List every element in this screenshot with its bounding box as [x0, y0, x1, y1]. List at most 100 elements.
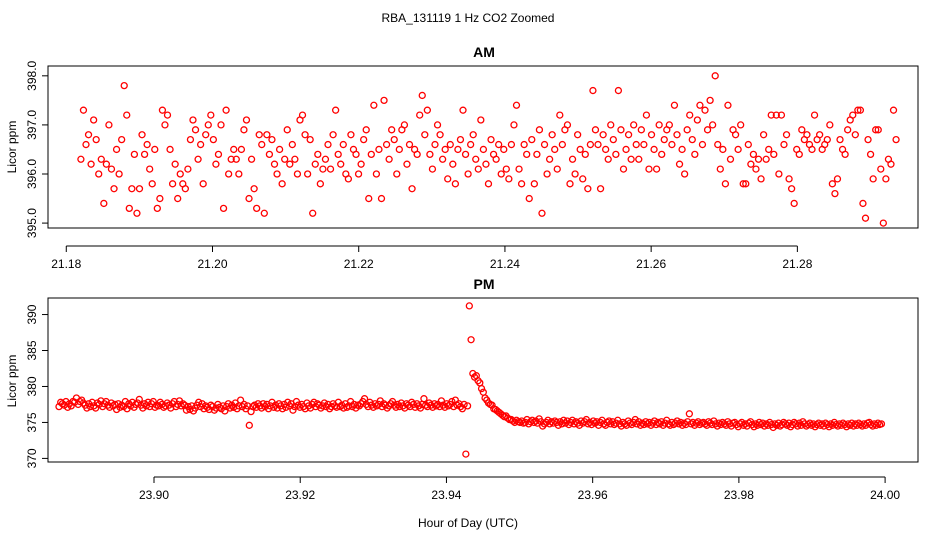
am-data-point [339, 140, 347, 149]
am-data-point [528, 135, 536, 144]
am-data-point [153, 204, 161, 213]
am-data-point [716, 165, 724, 173]
am-data-point [377, 194, 386, 203]
am-panel: AM Licor ppm 21.18 21.20 21.22 21.24 21.26 21… [5, 44, 919, 271]
am-data-point [82, 140, 90, 149]
am-data-point [286, 160, 294, 168]
pm-y-axis: 370 375 380 385 390 [25, 304, 48, 468]
am-data-point [461, 150, 470, 159]
am-data-point [851, 131, 859, 139]
am-data-point [530, 180, 538, 188]
pm-data-point [284, 398, 292, 406]
pm-data-point [488, 401, 496, 409]
am-x-tick-label: 21.20 [197, 257, 227, 271]
am-data-point [227, 155, 235, 163]
pm-data-point [757, 420, 765, 429]
am-data-point [731, 131, 740, 139]
am-data-point [110, 185, 118, 193]
am-data-point [652, 165, 661, 173]
am-data-point [765, 145, 773, 154]
am-data-point [189, 116, 197, 124]
am-data-point [520, 140, 528, 149]
am-x-tick-label: 21.24 [490, 257, 520, 271]
am-data-point [586, 140, 595, 149]
am-data-point [877, 165, 885, 173]
pm-plot-area [47, 297, 919, 463]
am-data-point [459, 106, 467, 114]
am-data-point [431, 140, 439, 149]
am-data-point [413, 150, 421, 159]
am-data-point [454, 145, 462, 154]
pm-data-point [463, 402, 472, 410]
am-data-point [642, 111, 651, 119]
pm-data-points [55, 302, 886, 458]
am-data-point [354, 170, 363, 178]
pm-data-point [212, 404, 220, 412]
am-data-point [517, 180, 526, 188]
pm-data-point [320, 399, 329, 407]
am-data-point [95, 170, 103, 178]
am-data-point [701, 106, 709, 114]
am-data-point [566, 180, 574, 188]
am-data-point [438, 155, 447, 163]
am-data-point [892, 135, 900, 144]
am-data-point [380, 96, 388, 105]
pm-data-point [856, 420, 865, 429]
pm-data-point [680, 419, 688, 427]
pm-x-tick-label: 24.00 [870, 488, 900, 502]
am-data-point [433, 121, 442, 129]
am-data-point [319, 165, 327, 173]
am-data-point [352, 150, 360, 159]
am-data-point [545, 155, 554, 163]
am-data-point [311, 160, 319, 168]
pm-data-point [257, 404, 266, 412]
am-data-point [158, 106, 167, 114]
pm-panel-title: PM [474, 276, 495, 292]
am-data-point [635, 155, 643, 163]
am-data-point [816, 131, 824, 139]
pm-x-axis: 23.90 23.92 23.94 23.96 23.98 24.00 [139, 476, 900, 502]
am-data-point [889, 106, 898, 114]
pm-panel: PM Licor ppm 23.90 23.92 23.94 23.96 23.98 24… [5, 276, 919, 502]
am-data-point [668, 140, 676, 149]
pm-data-point [88, 398, 96, 406]
am-data-point [123, 111, 131, 119]
am-data-point [706, 96, 714, 105]
am-data-point [568, 155, 577, 163]
pm-data-point [736, 420, 744, 428]
pm-data-point [638, 419, 646, 427]
chart-title: RBA_131119 1 Hz CO2 Zoomed [382, 11, 555, 25]
pm-data-point [509, 417, 517, 425]
am-data-point [502, 165, 510, 173]
am-data-point [291, 155, 299, 163]
am-data-point [596, 185, 605, 193]
am-data-point [752, 165, 760, 173]
am-data-point [385, 155, 393, 163]
am-data-point [747, 160, 755, 168]
pm-y-axis-title: Licor ppm [5, 355, 19, 408]
am-data-point [703, 126, 712, 134]
am-data-point [775, 170, 783, 178]
am-data-point [163, 111, 172, 119]
pm-data-point [289, 406, 297, 414]
am-data-point [767, 111, 775, 119]
am-data-point [762, 155, 770, 163]
am-data-point [446, 140, 454, 149]
am-data-point [92, 135, 100, 144]
am-data-point [324, 140, 332, 149]
am-data-point [89, 116, 98, 124]
pm-data-point [243, 402, 252, 410]
pm-data-point [477, 384, 486, 393]
am-data-point [772, 111, 780, 119]
am-data-point [344, 175, 353, 183]
am-data-point [102, 160, 111, 168]
am-data-point [512, 101, 521, 109]
am-data-point [166, 145, 174, 154]
am-data-point [456, 135, 465, 144]
am-y-tick-label: 398.0 [25, 60, 39, 90]
am-data-point [202, 131, 210, 139]
am-data-point [856, 106, 865, 114]
am-data-point [556, 111, 564, 119]
am-data-point [253, 204, 261, 213]
am-data-point [219, 204, 228, 213]
